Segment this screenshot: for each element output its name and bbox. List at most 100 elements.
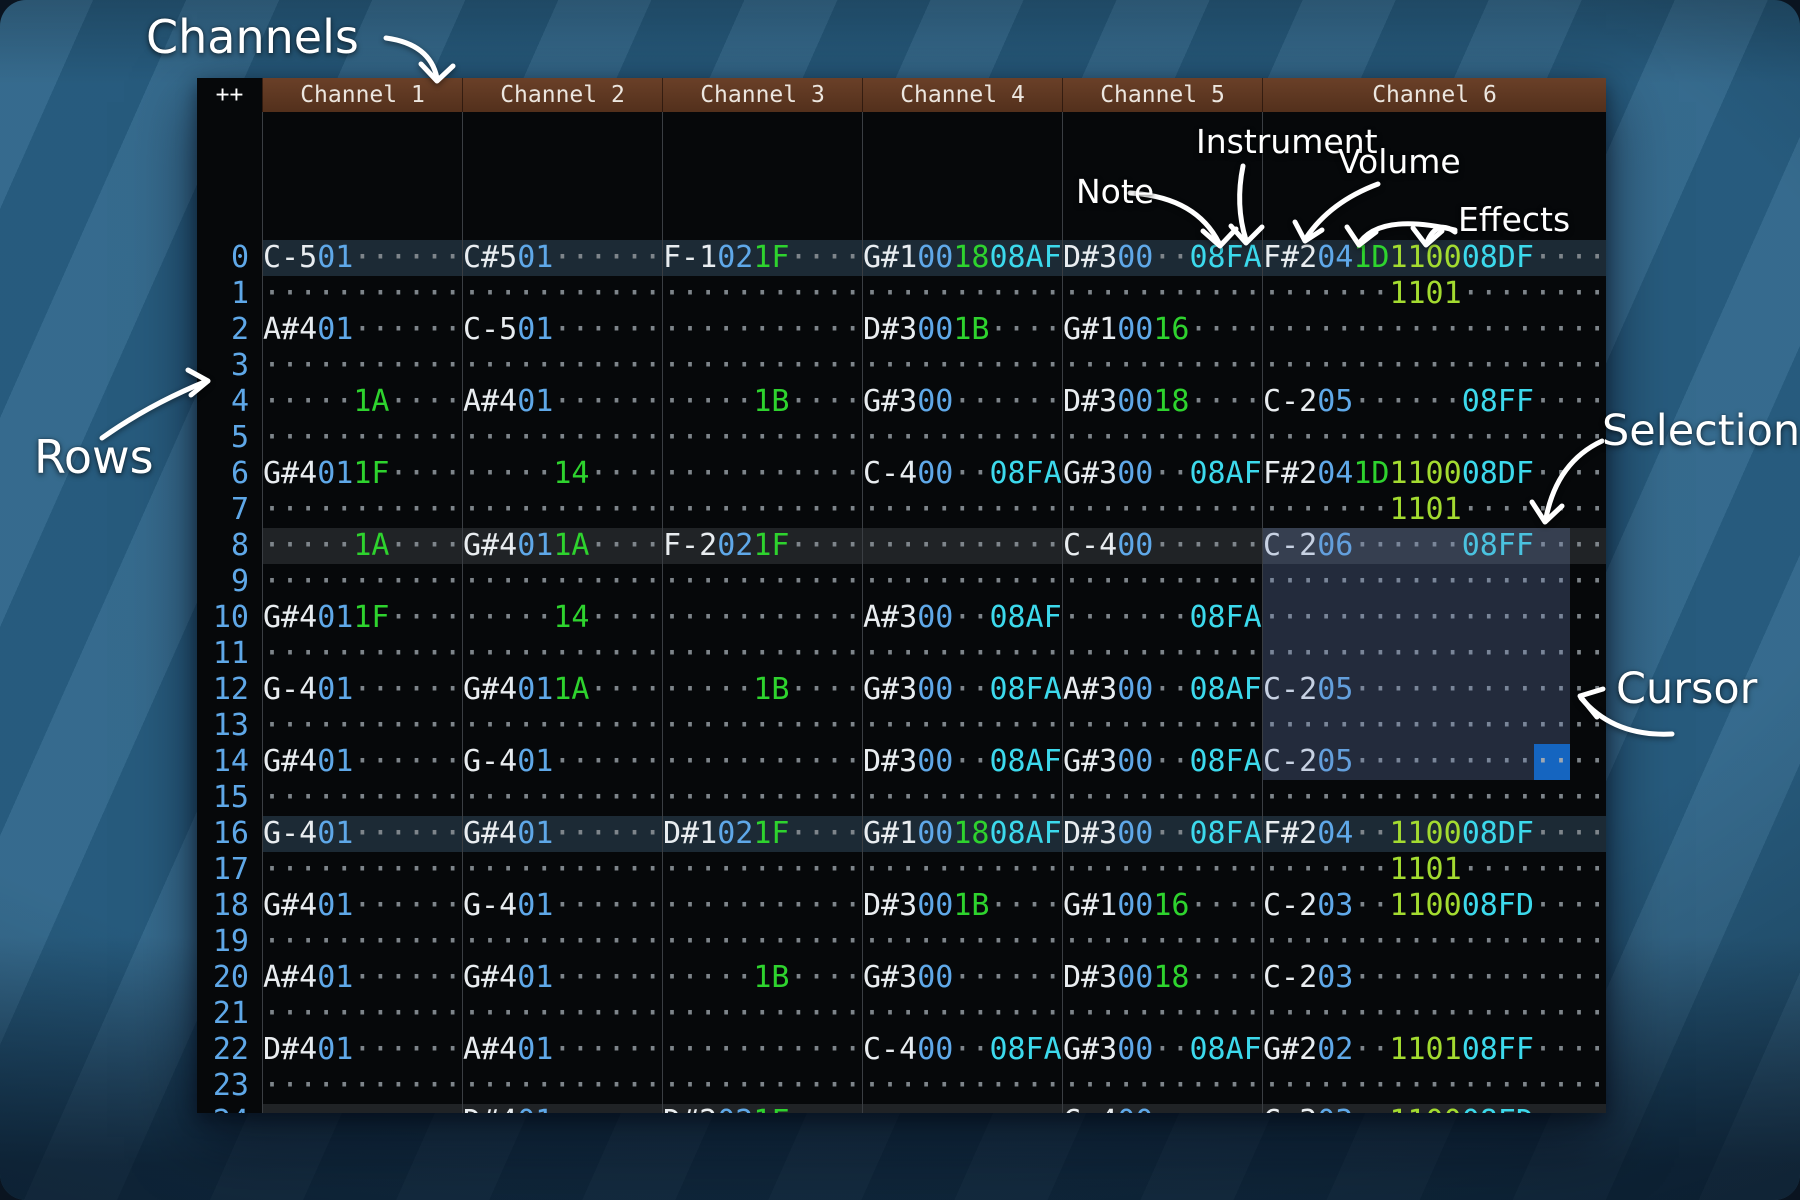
- pattern-cell[interactable]: ···················: [1262, 312, 1606, 348]
- pattern-cell[interactable]: ···········: [662, 492, 862, 528]
- pattern-cell[interactable]: ·······08FA: [1062, 600, 1262, 636]
- pattern-cell[interactable]: ···········: [1062, 564, 1262, 600]
- pattern-cell[interactable]: G#4011F····: [262, 456, 462, 492]
- pattern-cell[interactable]: ···········: [862, 780, 1062, 816]
- pattern-cell[interactable]: ···········: [462, 924, 662, 960]
- pattern-cell[interactable]: ···········: [1062, 348, 1262, 384]
- pattern-cell[interactable]: ···········: [462, 348, 662, 384]
- pattern-cell[interactable]: ···········: [262, 276, 462, 312]
- pattern-cell[interactable]: ···················: [1262, 636, 1606, 672]
- pattern-cell[interactable]: [862, 112, 1062, 240]
- pattern-cell[interactable]: ·······1101········: [1262, 852, 1606, 888]
- pattern-cell[interactable]: G#300······: [862, 960, 1062, 996]
- pattern-cell[interactable]: ···········: [862, 528, 1062, 564]
- pattern-cell[interactable]: ···········: [1062, 852, 1262, 888]
- pattern-cell[interactable]: ···········: [662, 348, 862, 384]
- pattern-cell[interactable]: ···········: [262, 708, 462, 744]
- pattern-cell[interactable]: ···········: [662, 636, 862, 672]
- pattern-cell[interactable]: C-203··············: [1262, 960, 1606, 996]
- pattern-cell[interactable]: ···········: [662, 1032, 862, 1068]
- pattern-cell[interactable]: G#10016····: [1062, 312, 1262, 348]
- pattern-cell[interactable]: G#401······: [462, 960, 662, 996]
- pattern-cell[interactable]: ···········: [462, 636, 662, 672]
- pattern-cell[interactable]: G-401······: [462, 888, 662, 924]
- pattern-cell[interactable]: ···················: [1262, 420, 1606, 456]
- channel-header-5[interactable]: Channel 5: [1062, 78, 1262, 112]
- pattern-cell[interactable]: ···········: [262, 564, 462, 600]
- pattern-cell[interactable]: ···········: [662, 420, 862, 456]
- channel-header-1[interactable]: Channel 1: [262, 78, 462, 112]
- pattern-cell[interactable]: ···········: [1062, 492, 1262, 528]
- pattern-cell[interactable]: G#1001808AF: [862, 240, 1062, 276]
- pattern-cell[interactable]: ···········: [262, 636, 462, 672]
- pattern-cell[interactable]: ···········: [862, 1068, 1062, 1104]
- pattern-cell[interactable]: ···········: [262, 996, 462, 1032]
- pattern-cell[interactable]: C-400······: [1062, 1104, 1262, 1113]
- pattern-cell[interactable]: ···········: [662, 312, 862, 348]
- pattern-cell[interactable]: ···········: [262, 420, 462, 456]
- channel-header-3[interactable]: Channel 3: [662, 78, 862, 112]
- pattern-cell[interactable]: G#10016····: [1062, 888, 1262, 924]
- pattern-cell[interactable]: C-501······: [462, 312, 662, 348]
- pattern-cell[interactable]: ···················: [1262, 600, 1606, 636]
- pattern-cell[interactable]: C-206······08FF····: [1262, 528, 1606, 564]
- pattern-cell[interactable]: ···········: [662, 276, 862, 312]
- pattern-cell[interactable]: ···········: [462, 492, 662, 528]
- pattern-cell[interactable]: A#300··08AF: [1062, 672, 1262, 708]
- pattern-cell[interactable]: G#300··08AF: [1062, 1032, 1262, 1068]
- pattern-cell[interactable]: ···········: [862, 276, 1062, 312]
- add-channel-button[interactable]: ++: [197, 78, 262, 112]
- pattern-cell[interactable]: ···········: [262, 852, 462, 888]
- pattern-cell[interactable]: A#401······: [262, 960, 462, 996]
- pattern-cell[interactable]: ···········: [862, 1104, 1062, 1113]
- pattern-cell[interactable]: F#2041D110008DF····: [1262, 240, 1606, 276]
- pattern-cell[interactable]: [662, 112, 862, 240]
- pattern-cell[interactable]: ···········: [462, 996, 662, 1032]
- pattern-cell[interactable]: ···················: [1262, 780, 1606, 816]
- pattern-cell[interactable]: ·····1A····: [262, 528, 462, 564]
- pattern-cell[interactable]: ···········: [862, 708, 1062, 744]
- pattern-cell[interactable]: ···········: [262, 492, 462, 528]
- pattern-cell[interactable]: ···········: [262, 1068, 462, 1104]
- pattern-cell[interactable]: ···········: [262, 1104, 462, 1113]
- pattern-cell[interactable]: G#202··110108FF····: [1262, 1032, 1606, 1068]
- pattern-cell[interactable]: ···········: [1062, 708, 1262, 744]
- pattern-cell[interactable]: A#401······: [462, 384, 662, 420]
- pattern-cell[interactable]: G#300······: [862, 384, 1062, 420]
- pattern-cell[interactable]: ···········: [662, 744, 862, 780]
- pattern-cell[interactable]: ···········: [1062, 636, 1262, 672]
- pattern-cell[interactable]: G#1001808AF: [862, 816, 1062, 852]
- pattern-cell[interactable]: G#300··08FA: [862, 672, 1062, 708]
- pattern-cell[interactable]: F-2021F····: [662, 528, 862, 564]
- pattern-cell[interactable]: G#300··08AF: [1062, 456, 1262, 492]
- pattern-cell[interactable]: C-400··08FA: [862, 456, 1062, 492]
- pattern-cell[interactable]: ···········: [662, 708, 862, 744]
- pattern-cell[interactable]: D#401······: [262, 1032, 462, 1068]
- pattern-cell[interactable]: D#300··08AF: [862, 744, 1062, 780]
- pattern-cell[interactable]: ···········: [462, 708, 662, 744]
- pattern-cell[interactable]: G#4011A····: [462, 672, 662, 708]
- pattern-cell[interactable]: C-303··110008FD····: [1262, 1104, 1606, 1113]
- pattern-cell[interactable]: D#1021F····: [662, 816, 862, 852]
- pattern-cell[interactable]: G-401······: [262, 672, 462, 708]
- pattern-cell[interactable]: D#3001B····: [862, 312, 1062, 348]
- channel-header-2[interactable]: Channel 2: [462, 78, 662, 112]
- pattern-cell[interactable]: [462, 112, 662, 240]
- pattern-cell[interactable]: C-400······: [1062, 528, 1262, 564]
- pattern-cell[interactable]: [262, 112, 462, 240]
- pattern-cell[interactable]: ···········: [1062, 420, 1262, 456]
- pattern-cell[interactable]: ···········: [862, 996, 1062, 1032]
- pattern-cell[interactable]: ···········: [462, 420, 662, 456]
- pattern-cell[interactable]: ···········: [1062, 996, 1262, 1032]
- pattern-cell[interactable]: F#2041D110008DF····: [1262, 456, 1606, 492]
- pattern-cell[interactable]: ·····1B····: [662, 384, 862, 420]
- pattern-cell[interactable]: G-401······: [462, 744, 662, 780]
- pattern-cell[interactable]: ···········: [662, 1068, 862, 1104]
- pattern-cell[interactable]: ···········: [462, 564, 662, 600]
- pattern-cell[interactable]: ···················: [1262, 348, 1606, 384]
- pattern-cell[interactable]: ···········: [662, 852, 862, 888]
- pattern-cell[interactable]: ···········: [862, 492, 1062, 528]
- pattern-cell[interactable]: D#3001B····: [862, 888, 1062, 924]
- pattern-cell[interactable]: ···················: [1262, 996, 1606, 1032]
- pattern-cell[interactable]: ·····14····: [462, 456, 662, 492]
